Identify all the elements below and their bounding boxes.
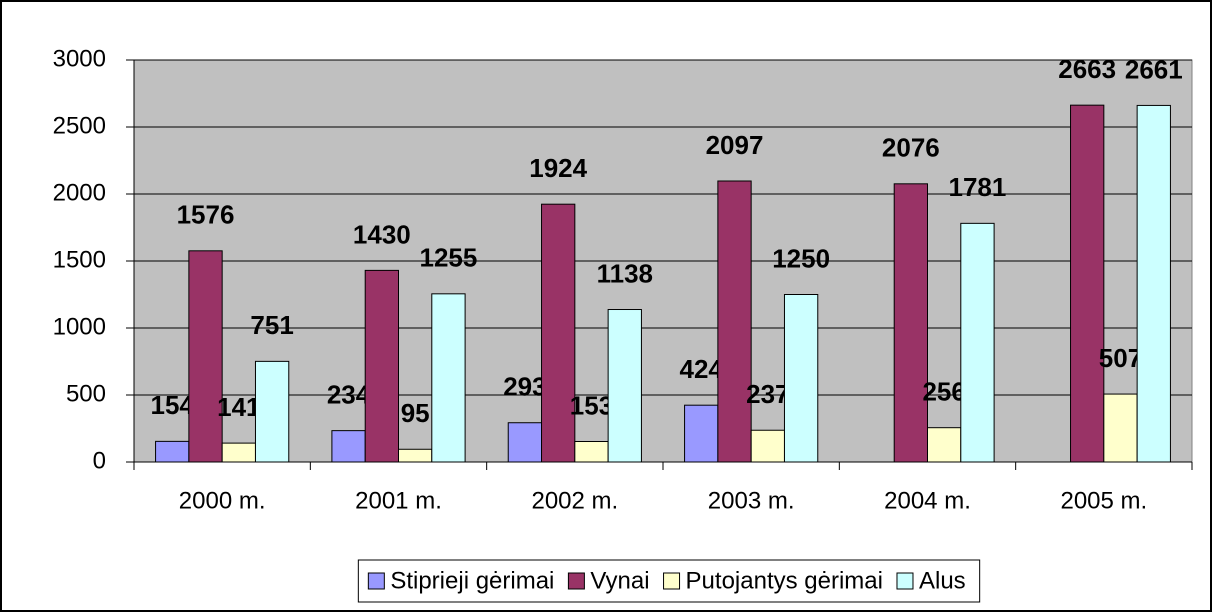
bar bbox=[1136, 104, 1171, 463]
bar bbox=[893, 183, 929, 463]
value-label: 2076 bbox=[882, 133, 940, 163]
bar bbox=[750, 429, 785, 463]
value-label: 1138 bbox=[597, 258, 653, 288]
bar bbox=[783, 294, 819, 463]
value-label: 424 bbox=[680, 354, 724, 384]
value-label: 1255 bbox=[420, 243, 478, 273]
legend-swatch bbox=[896, 572, 914, 590]
bar bbox=[1070, 104, 1105, 463]
legend-label: Vynai bbox=[590, 567, 649, 594]
x-tick-label: 2001 m. bbox=[355, 487, 442, 514]
bar bbox=[927, 427, 962, 463]
bar bbox=[331, 430, 366, 463]
value-label: 507 bbox=[1099, 343, 1142, 373]
x-tick-label: 2003 m. bbox=[708, 487, 795, 514]
x-tick-label: 2000 m. bbox=[179, 487, 266, 514]
bar bbox=[717, 180, 752, 463]
value-label: 95 bbox=[401, 398, 430, 428]
legend-swatch bbox=[663, 572, 681, 590]
x-tick-label: 2002 m. bbox=[531, 487, 618, 514]
bar bbox=[155, 440, 190, 463]
y-tick-label: 2500 bbox=[53, 112, 106, 139]
value-label: 1250 bbox=[772, 243, 830, 273]
legend-swatch bbox=[567, 572, 585, 590]
value-label: 1924 bbox=[529, 153, 587, 183]
bar bbox=[507, 422, 543, 463]
value-label: 234 bbox=[327, 380, 371, 410]
bar bbox=[541, 203, 576, 463]
bar bbox=[960, 222, 995, 463]
value-label: 2097 bbox=[706, 130, 764, 160]
bar bbox=[221, 442, 256, 463]
value-label: 1576 bbox=[177, 200, 235, 230]
legend-label: Putojantys gėrimai bbox=[686, 567, 883, 594]
bar bbox=[607, 309, 642, 463]
bar bbox=[364, 269, 400, 463]
value-label: 1781 bbox=[949, 172, 1007, 202]
legend-swatch bbox=[367, 572, 385, 590]
y-tick-label: 1000 bbox=[53, 313, 106, 340]
bar bbox=[1103, 393, 1138, 463]
bar bbox=[574, 440, 609, 463]
bar bbox=[398, 448, 433, 463]
value-label: 237 bbox=[746, 379, 789, 409]
legend-label: Alus bbox=[919, 567, 966, 594]
x-tick-label: 2004 m. bbox=[884, 487, 971, 514]
value-label: 2661 bbox=[1125, 54, 1183, 84]
value-label: 2663 bbox=[1058, 54, 1116, 84]
x-tick-label: 2005 m. bbox=[1060, 487, 1147, 514]
value-label: 1430 bbox=[353, 219, 411, 249]
bar bbox=[431, 293, 466, 463]
y-tick-label: 500 bbox=[66, 380, 106, 407]
value-label: 256 bbox=[922, 377, 965, 407]
y-tick-label: 0 bbox=[93, 447, 106, 474]
value-label: 751 bbox=[250, 310, 293, 340]
legend-label: Stiprieji gėrimai bbox=[390, 567, 554, 594]
value-label: 154 bbox=[151, 390, 195, 420]
value-label: 153 bbox=[570, 390, 613, 420]
y-tick-label: 1500 bbox=[53, 246, 106, 273]
bar bbox=[254, 360, 290, 463]
y-tick-label: 2000 bbox=[53, 179, 106, 206]
y-tick-label: 3000 bbox=[53, 45, 106, 72]
bar bbox=[684, 404, 719, 463]
value-label: 141 bbox=[217, 392, 260, 422]
value-label: 293 bbox=[503, 372, 546, 402]
bar bbox=[188, 250, 223, 463]
